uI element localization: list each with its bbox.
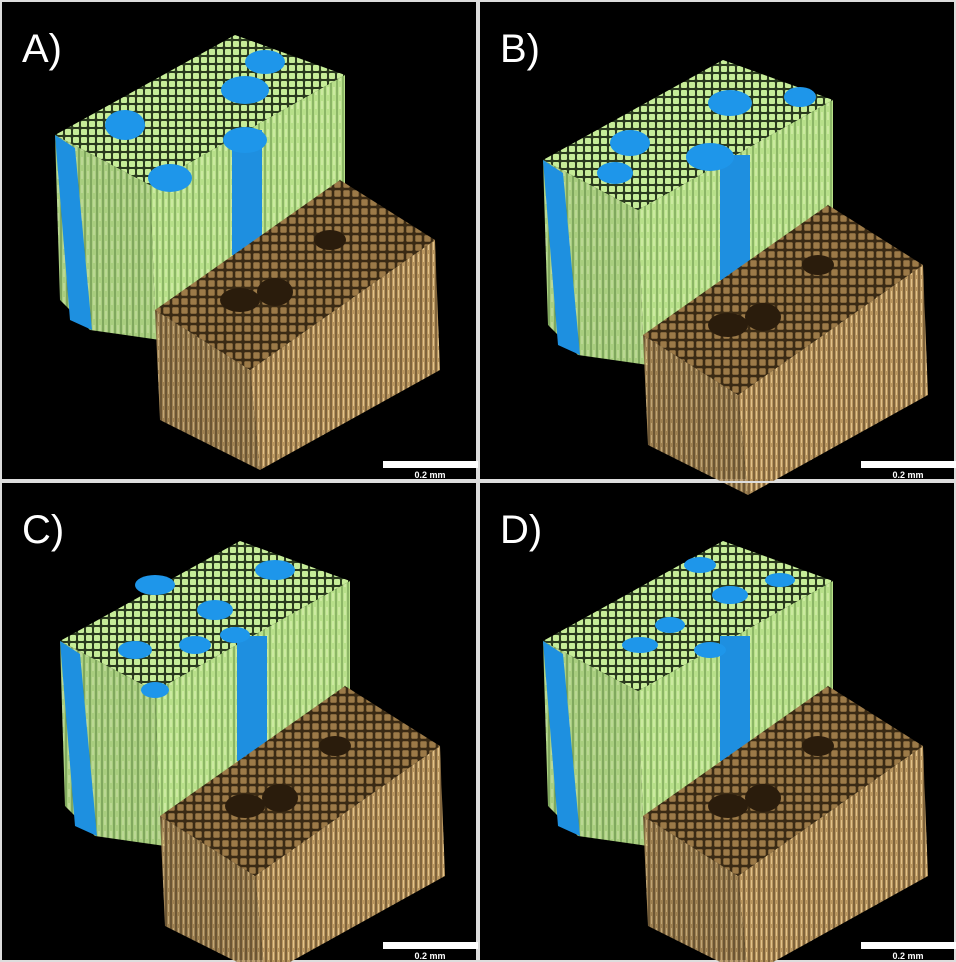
brown-pore — [225, 794, 265, 818]
blue-vessel-top — [684, 557, 716, 573]
scale-bar — [861, 461, 956, 468]
blue-vessel-top — [686, 143, 734, 171]
blue-vessel — [720, 155, 750, 280]
brown-pore — [319, 736, 351, 756]
panel-label: C) — [22, 508, 64, 552]
scale-bar — [383, 461, 478, 468]
blue-vessel-top — [135, 575, 175, 595]
blue-vessel-top — [148, 164, 192, 192]
blue-vessel-top — [220, 627, 250, 643]
blue-vessel-top — [105, 110, 145, 140]
brown-pore — [708, 313, 748, 337]
blue-vessel-top — [610, 130, 650, 156]
scale-bar-label: 0.2 mm — [414, 470, 445, 480]
brown-pore — [257, 278, 293, 306]
blue-vessel-top — [784, 87, 816, 107]
blue-vessel-top — [765, 573, 795, 587]
panel-label: D) — [500, 508, 542, 552]
brown-pore — [314, 230, 346, 250]
blue-vessel-top — [245, 50, 285, 74]
blue-vessel-top — [141, 682, 169, 698]
brown-pore — [708, 794, 748, 818]
blue-vessel-top — [708, 90, 752, 116]
brown-pore — [745, 784, 781, 812]
brown-pore — [802, 736, 834, 756]
blue-vessel — [720, 636, 750, 761]
figure: A) 0.2 mm B) 0.2 mm C) 0.2 mm D) 0.2 mm — [0, 0, 956, 962]
blue-vessel-top — [597, 162, 633, 184]
brown-pore — [745, 303, 781, 331]
blue-vessel-top — [221, 76, 269, 104]
scale-bar — [383, 942, 478, 949]
blue-vessel-top — [223, 127, 267, 153]
scale-bar — [861, 942, 956, 949]
blue-vessel-top — [655, 617, 685, 633]
blue-vessel-top — [622, 637, 658, 653]
blue-vessel-top — [712, 586, 748, 604]
blue-vessel-top — [179, 636, 211, 654]
brown-pore — [802, 255, 834, 275]
scale-bar-label: 0.2 mm — [892, 951, 923, 961]
panel-label: A) — [22, 27, 62, 71]
blue-vessel-top — [694, 642, 726, 658]
blue-vessel — [237, 636, 267, 761]
blue-vessel-top — [197, 600, 233, 620]
blue-vessel-top — [118, 641, 152, 659]
brown-pore — [220, 288, 260, 312]
blue-vessel-top — [255, 560, 295, 580]
scale-bar-label: 0.2 mm — [892, 470, 923, 480]
brown-pore — [262, 784, 298, 812]
panel-label: B) — [500, 27, 540, 71]
scale-bar-label: 0.2 mm — [414, 951, 445, 961]
